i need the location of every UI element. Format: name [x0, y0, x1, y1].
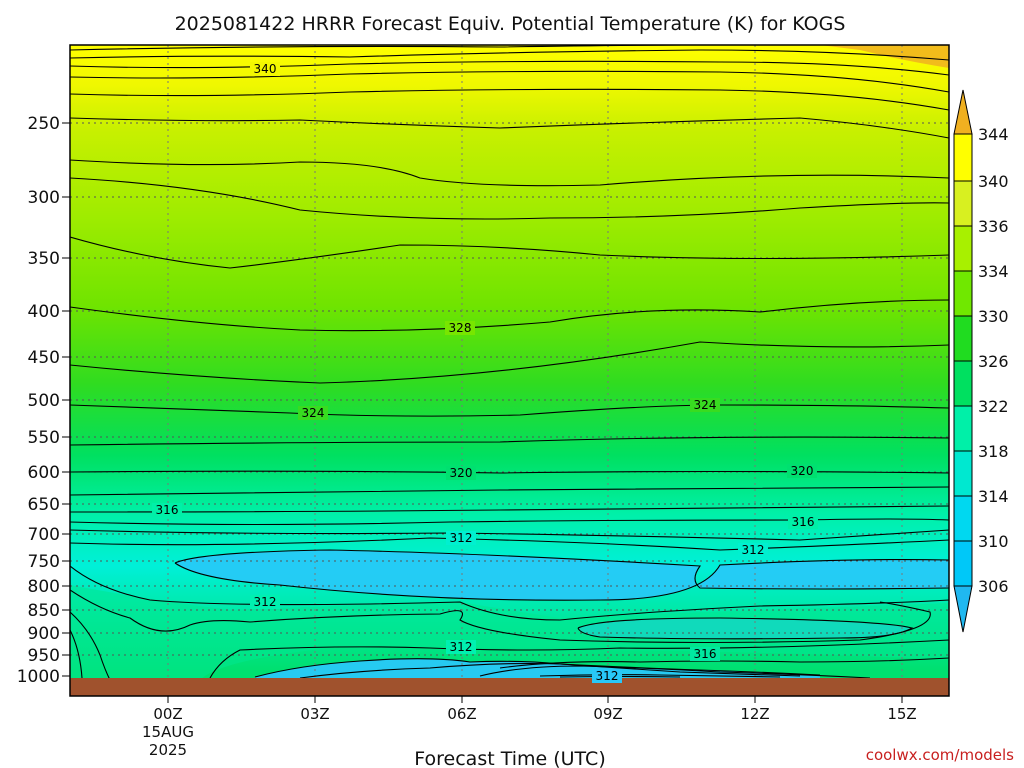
plot-area: 340 328 324 324 320 320 316 316 312 312 …	[70, 45, 949, 696]
colorbar-label: 322	[978, 397, 1009, 416]
contour-label: 312	[450, 640, 473, 654]
y-tick-label: 650	[28, 495, 60, 515]
x-tick-label: 06Z	[447, 705, 476, 723]
chart-title: 2025081422 HRRR Forecast Equiv. Potentia…	[175, 13, 846, 35]
y-tick-label: 350	[28, 249, 60, 269]
y-axis: 250 300 350 400 450 500 550 600 650 700 …	[17, 114, 70, 687]
y-tick-label: 900	[28, 624, 60, 644]
contour-label: 324	[694, 398, 717, 412]
colorbar-label: 326	[978, 352, 1009, 371]
colorbar-swatch	[953, 315, 973, 362]
colorbar-swatch	[953, 225, 973, 272]
colorbar-label: 330	[978, 307, 1009, 326]
x-tick-sublabel: 15AUG	[142, 723, 194, 741]
contour-label: 316	[694, 647, 717, 661]
colorbar-swatch	[953, 133, 973, 182]
colorbar	[953, 89, 973, 633]
x-tick-label: 00Z	[153, 705, 182, 723]
contour-label: 312	[596, 669, 619, 683]
y-tick-label: 600	[28, 463, 60, 483]
contour-label: 324	[302, 406, 325, 420]
cold-region-surface	[255, 658, 820, 680]
colorbar-label: 314	[978, 487, 1009, 506]
watermark[interactable]: coolwx.com/models	[866, 746, 1014, 764]
colorbar-bottom-arrow	[953, 585, 973, 633]
colorbar-labels: 344 340 336 334 330 326 322 318 314 310 …	[978, 125, 1009, 596]
x-axis: 00Z 15AUG 2025 03Z 06Z 09Z 12Z 15Z Forec…	[142, 696, 917, 768]
x-tick-label: 03Z	[300, 705, 329, 723]
colorbar-swatch	[953, 450, 973, 497]
y-tick-label: 250	[28, 114, 60, 134]
colorbar-label: 334	[978, 262, 1009, 281]
contour-label: 312	[254, 595, 277, 609]
colorbar-top-arrow	[953, 89, 973, 135]
contour-label: 312	[450, 531, 473, 545]
y-tick-label: 400	[28, 302, 60, 322]
colorbar-swatch	[953, 360, 973, 407]
contour-label: 328	[449, 321, 472, 335]
colorbar-label: 336	[978, 217, 1009, 236]
colorbar-label: 306	[978, 577, 1009, 596]
x-axis-title: Forecast Time (UTC)	[414, 748, 605, 768]
contour-label: 320	[450, 466, 473, 480]
y-tick-label: 950	[28, 646, 60, 666]
x-tick-label: 09Z	[593, 705, 622, 723]
y-tick-label: 550	[28, 428, 60, 448]
colorbar-swatch	[953, 270, 973, 317]
y-tick-label: 800	[28, 577, 60, 597]
contour-labels: 340 328 324 324 320 320 316 316 312 312 …	[152, 62, 818, 683]
colorbar-label: 310	[978, 532, 1009, 551]
colorbar-swatch	[953, 495, 973, 542]
x-tick-label: 12Z	[740, 705, 769, 723]
plot-frame	[69, 44, 950, 697]
contour-label: 316	[156, 503, 179, 517]
contour-lines	[70, 45, 949, 681]
contour-label: 340	[254, 62, 277, 76]
colorbar-swatch	[953, 405, 973, 452]
colorbar-label: 344	[978, 125, 1009, 144]
y-tick-label: 500	[28, 391, 60, 411]
y-tick-label: 750	[28, 552, 60, 572]
contour-label: 320	[791, 464, 814, 478]
x-tick-label: 15Z	[887, 705, 916, 723]
y-tick-label: 1000	[17, 667, 60, 687]
y-tick-label: 300	[28, 188, 60, 208]
x-tick-sublabel: 2025	[149, 741, 187, 759]
warm-region	[820, 45, 949, 68]
contour-label: 316	[792, 515, 815, 529]
colorbar-swatch	[953, 180, 973, 227]
colorbar-swatch	[953, 540, 973, 587]
y-tick-label: 450	[28, 348, 60, 368]
y-tick-label: 700	[28, 525, 60, 545]
contour-label: 312	[742, 543, 765, 557]
colorbar-label: 340	[978, 172, 1009, 191]
cold-region-mid	[175, 550, 949, 601]
ground-surface	[70, 678, 949, 696]
colorbar-label: 318	[978, 442, 1009, 461]
y-tick-label: 850	[28, 601, 60, 621]
